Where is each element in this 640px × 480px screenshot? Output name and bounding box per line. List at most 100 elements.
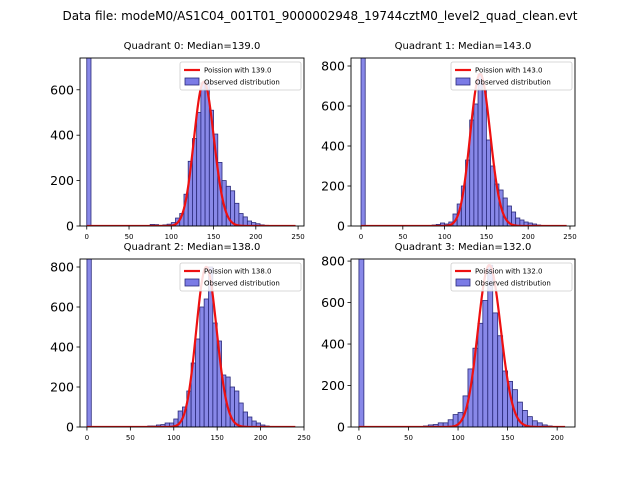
x-tick-label: 50: [404, 434, 413, 442]
legend-label-observed: Observed distribution: [475, 280, 551, 288]
y-tick-label: 0: [66, 420, 74, 435]
axes-frame: [350, 57, 576, 227]
legend-label-poisson: Poission with 138.0: [204, 268, 272, 276]
histogram-bar: [482, 300, 489, 427]
y-tick-label: 400: [321, 139, 345, 154]
histogram-bar: [196, 112, 202, 226]
y-tick-label: 600: [321, 99, 345, 114]
plot-area: [86, 259, 296, 427]
histogram-bar: [242, 411, 248, 427]
legend-bar-swatch: [455, 77, 471, 86]
legend-box: [179, 61, 302, 91]
poisson-curve: [86, 80, 296, 226]
chart-quadrant-0: 0 50 100 150 200 250 0 200 400 600 Quadrant 0: Med…: [50, 41, 305, 241]
x-tick-label: 0: [359, 233, 363, 241]
chart-title: Quadrant 2: Median=138.0: [124, 242, 261, 253]
histogram-bar: [203, 298, 209, 427]
x-tick-label: 200: [550, 434, 563, 442]
y-tick-label: 600: [50, 300, 74, 315]
y-tick-label: 600: [321, 295, 345, 310]
histogram-bar: [238, 213, 244, 226]
histogram-bar: [234, 202, 240, 226]
y-tick-label: 200: [321, 179, 345, 194]
histogram-bar: [247, 416, 253, 427]
legend-label-observed: Observed distribution: [475, 79, 551, 87]
x-tick-label: 100: [438, 233, 451, 241]
legend-bar-swatch: [455, 278, 471, 287]
x-tick-label: 250: [297, 434, 310, 442]
chart-quadrant-3: 0 50 100 150 200 0 200 400 600 800 Quadrant 3: Med…: [321, 242, 576, 442]
plot-area: [86, 58, 296, 226]
histogram-bar: [358, 259, 365, 427]
y-tick-label: 200: [50, 173, 74, 188]
histogram-bar: [497, 335, 504, 427]
y-tick-label: 0: [66, 219, 74, 234]
legend-label-observed: Observed distribution: [204, 79, 280, 87]
y-tick-label: 0: [337, 420, 345, 435]
y-tick-label: 0: [337, 219, 345, 234]
chart-quadrant-2: 0 50 100 150 200 250 0 200 400 600 800 Quadrant 2: …: [50, 242, 311, 442]
x-tick-label: 100: [165, 233, 178, 241]
y-tick-label: 600: [50, 82, 74, 97]
histogram-bar: [473, 103, 479, 226]
chart-title: Quadrant 3: Median=132.0: [395, 242, 532, 253]
histogram-bar: [199, 306, 205, 427]
x-tick-label: 0: [357, 434, 361, 442]
histogram-bar: [238, 402, 244, 427]
x-tick-label: 150: [207, 233, 220, 241]
histogram-bar: [195, 338, 201, 427]
y-tick-label: 200: [321, 378, 345, 393]
axes-frame: [79, 258, 305, 428]
y-tick-label: 800: [50, 260, 74, 275]
chart-title: Quadrant 1: Median=143.0: [395, 41, 532, 52]
x-tick-label: 100: [451, 434, 464, 442]
histogram-bar: [492, 312, 499, 427]
axes-frame: [79, 57, 305, 227]
x-tick-label: 150: [210, 434, 223, 442]
x-tick-label: 50: [125, 233, 134, 241]
legend-bar-swatch: [184, 278, 200, 287]
y-tick-label: 800: [321, 59, 345, 74]
legend-label-poisson: Poission with 143.0: [475, 67, 543, 75]
legend-box: [179, 262, 302, 292]
histogram-bar: [477, 322, 484, 427]
chart-title: Quadrant 0: Median=139.0: [124, 41, 261, 52]
x-tick-label: 200: [522, 233, 535, 241]
plot-area: [360, 58, 567, 226]
legend-bar-swatch: [184, 77, 200, 86]
legend-label-poisson: Poission with 132.0: [475, 268, 543, 276]
y-tick-label: 800: [321, 254, 345, 269]
x-tick-label: 100: [167, 434, 180, 442]
x-tick-label: 50: [398, 233, 407, 241]
x-tick-label: 250: [563, 233, 576, 241]
poisson-curve: [86, 265, 296, 427]
histogram-bar: [486, 139, 491, 226]
legend-box: [450, 61, 573, 91]
chart-quadrant-1: 0 50 100 150 200 250 0 200 400 600 800 Quadrant 1: …: [321, 41, 577, 241]
poisson-curve: [361, 72, 567, 226]
histogram-bar: [477, 73, 483, 226]
histogram-bar: [481, 89, 487, 226]
x-tick-label: 0: [85, 434, 89, 442]
y-tick-label: 400: [50, 340, 74, 355]
x-tick-label: 150: [501, 434, 514, 442]
histogram-bar: [86, 259, 92, 427]
x-tick-label: 0: [85, 233, 89, 241]
legend-box: [450, 262, 573, 292]
histogram-bar: [200, 82, 206, 226]
y-tick-label: 400: [321, 337, 345, 352]
axes-frame: [350, 258, 576, 428]
x-tick-label: 200: [249, 233, 262, 241]
histogram-bar: [360, 58, 366, 226]
histogram-bar: [242, 216, 248, 226]
y-tick-label: 400: [50, 128, 74, 143]
legend-label-observed: Observed distribution: [204, 280, 280, 288]
legend-label-poisson: Poission with 139.0: [204, 67, 272, 75]
x-tick-label: 150: [480, 233, 493, 241]
histogram-bar: [86, 58, 92, 226]
y-tick-label: 200: [50, 380, 74, 395]
figure-title: Data file: modeM0/AS1C04_001T01_90000029…: [62, 9, 577, 23]
x-tick-label: 250: [291, 233, 304, 241]
x-tick-label: 200: [254, 434, 267, 442]
